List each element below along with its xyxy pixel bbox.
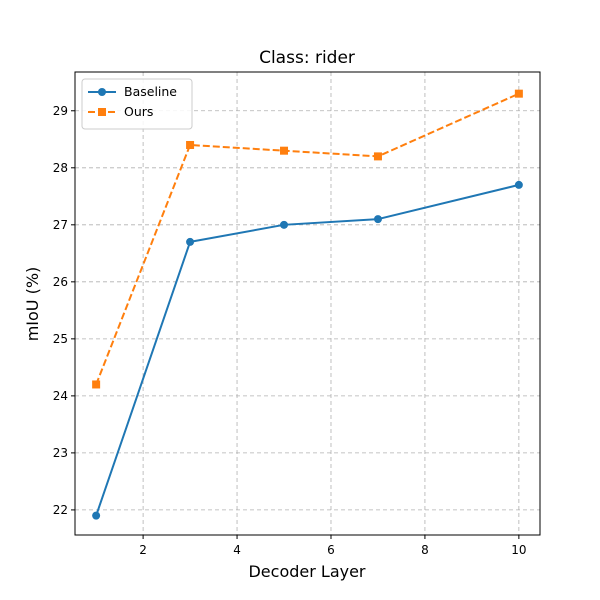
data-point-ours: [373, 152, 382, 161]
legend: Baseline Ours: [81, 78, 193, 130]
y-tick-label: 28: [53, 161, 68, 175]
series-baseline: [92, 180, 523, 520]
legend-marker-baseline: [98, 88, 106, 96]
plot-frame: [74, 71, 541, 536]
data-point-baseline: [373, 215, 382, 224]
grid: [75, 72, 540, 535]
legend-item-baseline: Baseline: [88, 84, 177, 99]
data-point-baseline: [514, 180, 523, 189]
y-tick-label: 27: [53, 218, 68, 232]
data-point-ours: [92, 380, 101, 389]
y-tick-label: 22: [53, 503, 68, 517]
series-layer: [92, 89, 523, 520]
legend-item-ours: Ours: [88, 104, 153, 119]
x-tick-label: 2: [139, 543, 147, 557]
x-axis-ticks: 2 4 6 8 10: [139, 535, 527, 557]
y-tick-label: 25: [53, 332, 68, 346]
y-tick-label: 26: [53, 275, 68, 289]
y-axis-ticks: 22 23 24 25 26 27 28 29: [53, 104, 75, 517]
x-axis-label: Decoder Layer: [248, 562, 365, 581]
data-point-baseline: [92, 511, 101, 520]
y-tick-label: 24: [53, 389, 68, 403]
y-tick-label: 23: [53, 446, 68, 460]
chart-title: Class: rider: [259, 48, 355, 68]
data-point-ours: [514, 89, 523, 98]
legend-label-baseline: Baseline: [124, 84, 177, 99]
x-tick-label: 4: [233, 543, 241, 557]
y-tick-label: 29: [53, 104, 68, 118]
series-line-baseline: [95, 183, 520, 516]
data-point-baseline: [186, 237, 195, 246]
data-point-baseline: [280, 220, 289, 229]
y-axis-label: mIoU (%): [23, 267, 42, 342]
x-tick-label: 6: [327, 543, 335, 557]
series-ours: [92, 89, 523, 389]
data-point-ours: [186, 140, 195, 149]
legend-label-ours: Ours: [124, 104, 153, 119]
legend-marker-ours: [98, 108, 106, 116]
x-tick-label: 10: [511, 543, 526, 557]
series-line-ours: [95, 92, 520, 385]
data-point-ours: [280, 146, 289, 155]
x-tick-label: 8: [421, 543, 429, 557]
